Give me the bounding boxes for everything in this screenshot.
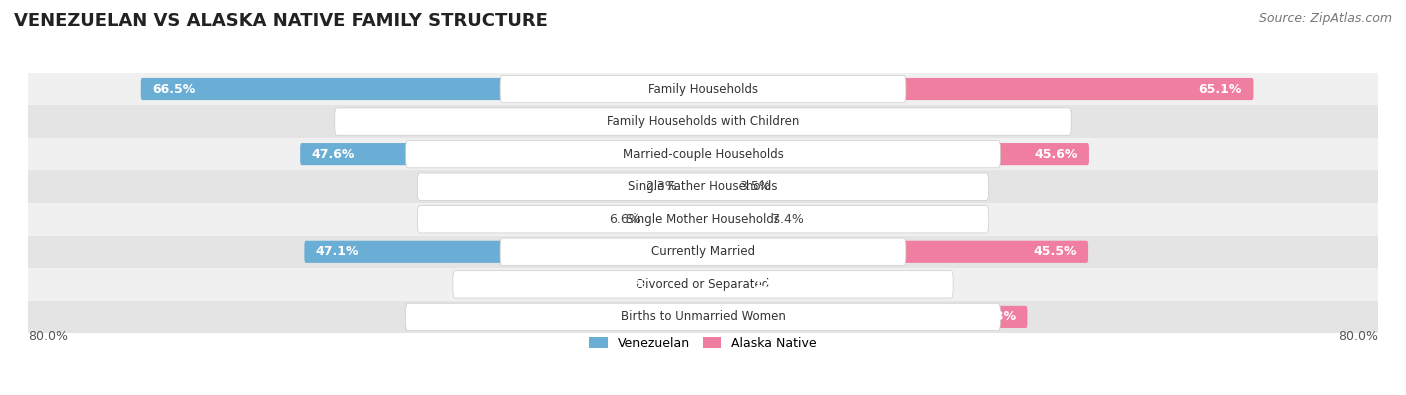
- FancyBboxPatch shape: [406, 141, 1001, 168]
- Text: 47.6%: 47.6%: [312, 148, 354, 161]
- Text: 29.4%: 29.4%: [465, 115, 509, 128]
- Text: Married-couple Households: Married-couple Households: [623, 148, 783, 161]
- Text: 47.1%: 47.1%: [316, 245, 360, 258]
- FancyBboxPatch shape: [28, 268, 1378, 301]
- Text: 7.4%: 7.4%: [772, 213, 804, 226]
- FancyBboxPatch shape: [301, 143, 704, 165]
- FancyBboxPatch shape: [28, 301, 1378, 333]
- FancyBboxPatch shape: [28, 73, 1378, 105]
- Text: 65.1%: 65.1%: [1199, 83, 1241, 96]
- Text: 2.3%: 2.3%: [645, 180, 676, 193]
- Text: 66.5%: 66.5%: [152, 83, 195, 96]
- Text: Family Households: Family Households: [648, 83, 758, 96]
- FancyBboxPatch shape: [28, 105, 1378, 138]
- FancyBboxPatch shape: [702, 273, 808, 295]
- FancyBboxPatch shape: [434, 306, 704, 328]
- Text: 3.5%: 3.5%: [740, 180, 770, 193]
- FancyBboxPatch shape: [647, 208, 704, 230]
- FancyBboxPatch shape: [501, 238, 905, 265]
- Text: 45.6%: 45.6%: [1035, 148, 1077, 161]
- Text: 38.3%: 38.3%: [973, 310, 1017, 324]
- FancyBboxPatch shape: [453, 271, 953, 298]
- Text: 31.7%: 31.7%: [446, 310, 489, 324]
- Text: 13.0%: 13.0%: [603, 278, 647, 291]
- Text: Source: ZipAtlas.com: Source: ZipAtlas.com: [1258, 12, 1392, 25]
- Text: Births to Unmarried Women: Births to Unmarried Women: [620, 310, 786, 324]
- FancyBboxPatch shape: [702, 111, 956, 133]
- FancyBboxPatch shape: [702, 78, 1254, 100]
- FancyBboxPatch shape: [702, 143, 1090, 165]
- Text: 80.0%: 80.0%: [1339, 330, 1378, 343]
- FancyBboxPatch shape: [304, 241, 704, 263]
- FancyBboxPatch shape: [28, 170, 1378, 203]
- FancyBboxPatch shape: [702, 306, 1028, 328]
- FancyBboxPatch shape: [702, 208, 766, 230]
- FancyBboxPatch shape: [592, 273, 704, 295]
- FancyBboxPatch shape: [454, 111, 704, 133]
- FancyBboxPatch shape: [28, 138, 1378, 170]
- Text: Single Father Households: Single Father Households: [628, 180, 778, 193]
- Text: Currently Married: Currently Married: [651, 245, 755, 258]
- Text: 6.6%: 6.6%: [609, 213, 641, 226]
- Text: Divorced or Separated: Divorced or Separated: [637, 278, 769, 291]
- Text: Family Households with Children: Family Households with Children: [607, 115, 799, 128]
- Legend: Venezuelan, Alaska Native: Venezuelan, Alaska Native: [583, 332, 823, 355]
- Text: Single Mother Households: Single Mother Households: [626, 213, 780, 226]
- FancyBboxPatch shape: [702, 176, 734, 198]
- FancyBboxPatch shape: [418, 173, 988, 200]
- FancyBboxPatch shape: [501, 75, 905, 103]
- Text: 45.5%: 45.5%: [1033, 245, 1077, 258]
- Text: 12.4%: 12.4%: [754, 278, 797, 291]
- Text: 80.0%: 80.0%: [28, 330, 67, 343]
- FancyBboxPatch shape: [682, 176, 704, 198]
- Text: 29.9%: 29.9%: [901, 115, 945, 128]
- FancyBboxPatch shape: [28, 203, 1378, 235]
- FancyBboxPatch shape: [702, 241, 1088, 263]
- Text: VENEZUELAN VS ALASKA NATIVE FAMILY STRUCTURE: VENEZUELAN VS ALASKA NATIVE FAMILY STRUC…: [14, 12, 548, 30]
- FancyBboxPatch shape: [335, 108, 1071, 135]
- FancyBboxPatch shape: [28, 235, 1378, 268]
- FancyBboxPatch shape: [406, 303, 1001, 331]
- FancyBboxPatch shape: [418, 205, 988, 233]
- FancyBboxPatch shape: [141, 78, 704, 100]
